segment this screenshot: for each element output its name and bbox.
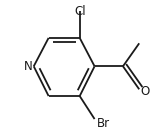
- Text: Cl: Cl: [74, 5, 85, 18]
- Text: O: O: [141, 85, 150, 99]
- Text: N: N: [24, 60, 33, 73]
- Text: Br: Br: [97, 117, 110, 130]
